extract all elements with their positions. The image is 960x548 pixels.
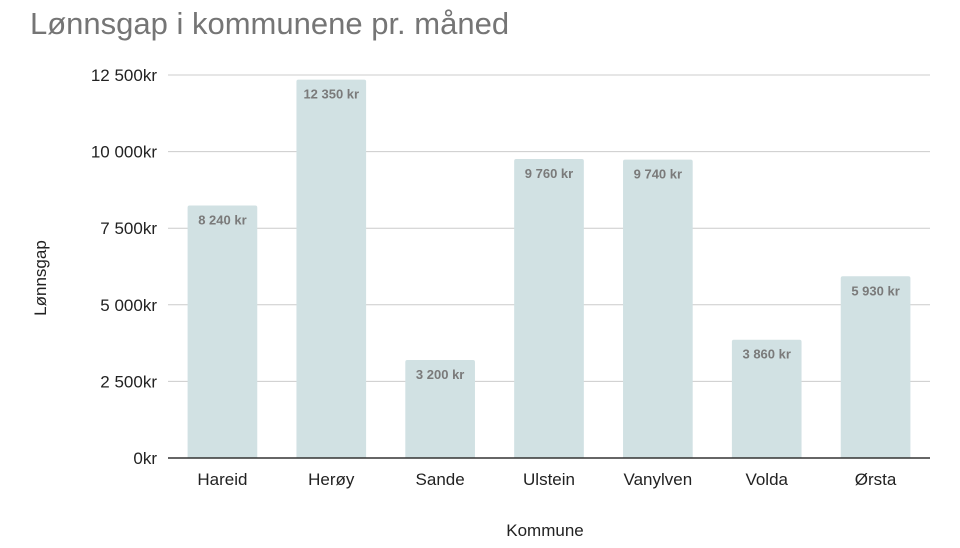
- x-tick-label: Ørsta: [855, 470, 897, 489]
- x-tick-label: Sande: [416, 470, 465, 489]
- bar-data-label: 3 860 kr: [742, 347, 790, 362]
- bar: [840, 276, 911, 458]
- bar-data-label: 12 350 kr: [303, 87, 359, 102]
- bar-data-labels: 8 240 kr 12 350 kr 3 200 kr 9 760 kr 9 740 k…: [198, 87, 900, 382]
- y-tick-label: 5 000kr: [100, 296, 157, 315]
- x-tick-label: Volda: [745, 470, 788, 489]
- bar: [187, 205, 258, 458]
- x-tick-label: Herøy: [308, 470, 355, 489]
- y-tick-label: 7 500kr: [100, 219, 157, 238]
- bar: [405, 359, 475, 458]
- x-tick-label: Vanylven: [624, 470, 693, 489]
- bars: [187, 79, 911, 458]
- bar-data-label: 9 760 kr: [525, 166, 573, 181]
- bar: [514, 158, 584, 458]
- y-tick-label: 12 500kr: [91, 66, 157, 85]
- y-axis-ticks: 0kr 2 500kr 5 000kr 7 500kr 10 000kr 12 500kr: [91, 66, 158, 468]
- bar: [296, 79, 367, 458]
- x-tick-label: Ulstein: [523, 470, 575, 489]
- y-tick-label: 0kr: [133, 449, 157, 468]
- bar-data-label: 3 200 kr: [416, 367, 464, 382]
- y-tick-label: 10 000kr: [91, 143, 157, 162]
- bar: [731, 339, 802, 458]
- bar-data-label: 8 240 kr: [198, 213, 246, 228]
- x-tick-label: Hareid: [197, 470, 247, 489]
- bar-data-label: 9 740 kr: [634, 167, 682, 182]
- chart-title: Lønnsgap i kommunene pr. måned: [30, 6, 510, 41]
- y-axis-title: Lønnsgap: [31, 240, 50, 316]
- y-tick-label: 2 500kr: [100, 372, 157, 391]
- bar-data-label: 5 930 kr: [851, 283, 899, 298]
- x-axis-title: Kommune: [506, 521, 583, 540]
- x-axis-ticks: Hareid Herøy Sande Ulstein Vanylven Volda Ørst…: [197, 470, 897, 489]
- bar: [623, 159, 693, 458]
